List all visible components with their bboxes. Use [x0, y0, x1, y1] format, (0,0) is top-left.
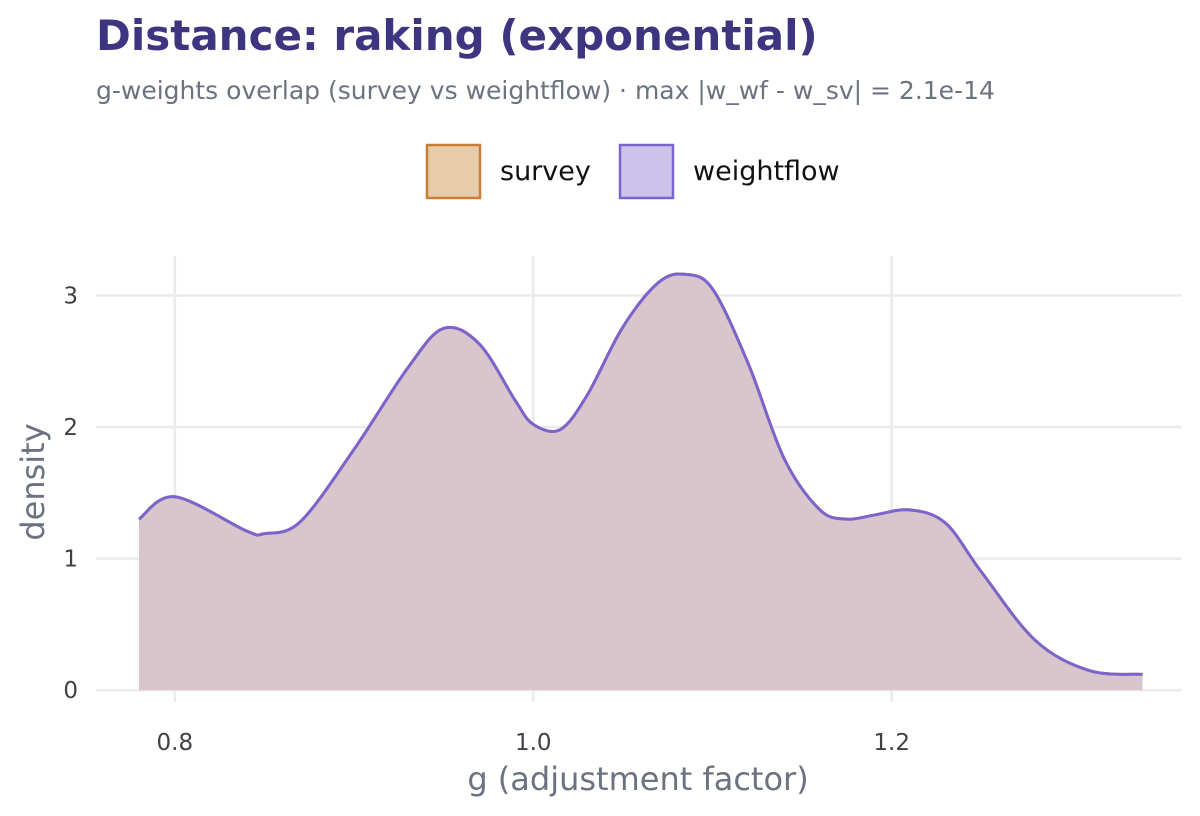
chart-subtitle: g-weights overlap (survey vs weightflow)… — [96, 76, 995, 105]
density-areas — [138, 272, 1143, 691]
legend-label-weightflow: weightflow — [693, 156, 840, 187]
y-axis-title: density — [14, 423, 52, 540]
plot-panel: 0.8 1.0 1.2 0 1 2 3 — [63, 256, 1182, 756]
x-tick-label: 1.2 — [873, 730, 910, 756]
x-axis-ticks: 0.8 1.0 1.2 — [157, 730, 910, 756]
legend-key-survey — [425, 143, 482, 200]
x-axis-title: g (adjustment factor) — [467, 760, 808, 798]
legend-label-survey: survey — [500, 156, 591, 187]
y-tick-label: 2 — [63, 415, 78, 441]
density-line-weightflow — [138, 272, 1143, 676]
y-tick-label: 1 — [63, 547, 78, 573]
y-tick-label: 3 — [63, 283, 78, 309]
legend-key-weightflow — [618, 143, 675, 200]
x-tick-label: 1.0 — [515, 730, 552, 756]
chart-title: Distance: raking (exponential) — [96, 11, 818, 60]
x-tick-label: 0.8 — [157, 730, 194, 756]
y-axis-ticks: 0 1 2 3 — [63, 283, 78, 704]
legend: survey weightflow — [425, 143, 840, 200]
y-tick-label: 0 — [63, 678, 78, 704]
density-area-weightflow — [139, 273, 1143, 691]
